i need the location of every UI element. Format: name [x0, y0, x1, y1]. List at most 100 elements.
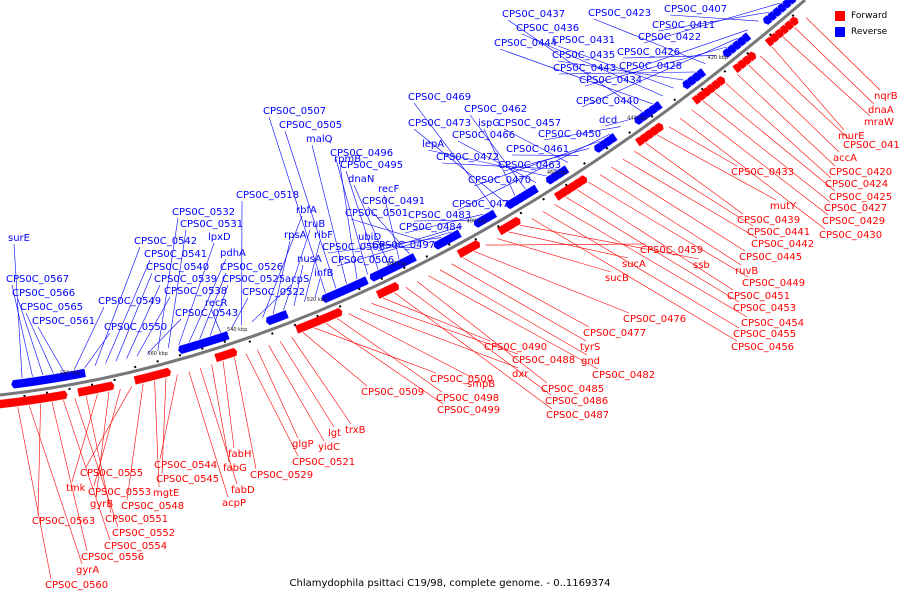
forward-gene-label: trxB [345, 425, 366, 436]
reverse-gene-label: CPS0C_0542 [134, 236, 197, 247]
leader-line [565, 196, 740, 303]
feature-marker [156, 360, 159, 363]
feature-marker [496, 224, 500, 228]
forward-gene-label: CPS0C_0417 [843, 140, 900, 151]
reverse-gene-label: CPS0C_0497 [372, 240, 435, 251]
leader-line [725, 83, 832, 179]
leader-line [439, 269, 588, 356]
forward-gene [106, 381, 115, 391]
leader-line [188, 371, 229, 498]
forward-gene-label: CPS0C_0430 [819, 230, 882, 241]
leader-line [558, 71, 695, 75]
leader-line [427, 149, 547, 177]
forward-gene-label: CPS0C_0499 [437, 405, 500, 416]
leader-line [771, 46, 845, 131]
reverse-gene-label: CPS0C_0444 [494, 38, 557, 49]
leader-line [624, 29, 748, 73]
feature-marker [201, 347, 204, 350]
forward-gene [711, 79, 721, 90]
forward-gene-label: glgP [292, 439, 314, 450]
feature-marker [113, 378, 116, 382]
reverse-gene-label: CPS0C_0508 [322, 242, 385, 253]
leader-line [611, 166, 746, 252]
leader-line [581, 38, 738, 108]
leader-line [805, 17, 881, 91]
reverse-gene-label: CPS0C_0561 [32, 316, 95, 327]
leader-line [199, 367, 238, 485]
reverse-gene [787, 0, 797, 5]
leader-line [17, 406, 52, 580]
leader-line [714, 91, 836, 192]
leader-line [283, 229, 311, 311]
leader-line [157, 217, 179, 351]
forward-gene-label: CPS0C_0476 [623, 314, 686, 325]
leader-line [657, 134, 777, 201]
leader-line [457, 133, 611, 211]
leader-line [737, 74, 836, 167]
forward-gene-label: CPS0C_0486 [545, 396, 608, 407]
feature-marker [271, 332, 274, 335]
reverse-gene-label: CPS0C_0437 [502, 9, 565, 20]
leader-line [382, 297, 491, 342]
forward-gene-label: fabG [223, 463, 247, 474]
reverse-gene [687, 75, 697, 86]
leader-line [503, 148, 590, 172]
leader-line [272, 240, 291, 315]
feature-marker [447, 243, 451, 246]
forward-gene-label: CPS0C_0445 [739, 252, 802, 263]
reverse-gene-label: CPS0C_0518 [236, 190, 299, 201]
reverse-gene-label: CPS0C_0541 [144, 249, 207, 260]
forward-gene-label: CPS0C_0424 [825, 179, 888, 190]
leader-line [51, 401, 88, 552]
leader-line [451, 263, 587, 342]
reverse-gene [782, 0, 792, 9]
forward-gene-label: mgtE [153, 488, 179, 499]
reverse-gene-label: CPS0C_0525 [222, 274, 285, 285]
forward-gene-label: CPS0C_0555 [80, 468, 143, 479]
leader-line [268, 345, 325, 442]
forward-gene-label: CPS0C_0477 [583, 328, 646, 339]
forward-gene-label: yidC [318, 442, 340, 453]
reverse-gene [639, 111, 649, 122]
feature-marker [133, 365, 137, 369]
reverse-gene [603, 136, 613, 147]
leader-line [63, 400, 111, 541]
leader-line [284, 130, 337, 289]
forward-gene-label: CPS0C_0553 [88, 487, 151, 498]
leader-line [37, 403, 41, 516]
reverse-gene [767, 11, 778, 21]
reverse-gene [529, 184, 539, 195]
reverse-gene-label: CPS0C_0440 [576, 96, 639, 107]
forward-gene [742, 55, 752, 66]
forward-gene [471, 240, 480, 250]
reverse-gene [722, 47, 732, 58]
leader-line [604, 118, 632, 127]
leader-line [17, 298, 44, 376]
leader-line [268, 116, 326, 294]
forward-gene [732, 63, 742, 74]
leader-line [126, 284, 161, 359]
leader-line [474, 251, 630, 314]
leader-line [304, 240, 321, 302]
forward-gene-label: CPS0C_0552 [112, 528, 175, 539]
reverse-gene-label: surE [8, 233, 30, 244]
forward-gene [784, 20, 794, 31]
legend-reverse-label: Reverse [851, 27, 888, 37]
leader-line [84, 332, 111, 368]
reverse-gene-label: truB [304, 219, 325, 230]
forward-gene-label: CPS0C_0453 [733, 303, 796, 314]
leader-line [94, 246, 141, 366]
reverse-gene [488, 209, 498, 220]
leader-line [11, 284, 33, 377]
reverse-gene-label: CPS0C_0434 [579, 75, 642, 86]
reverse-gene-label: pdhA [220, 248, 246, 259]
genome-backbone [0, 0, 806, 397]
forward-gene-label: tmk [66, 483, 86, 494]
leader-line [257, 349, 299, 439]
forward-gene-label: smpB [467, 379, 495, 390]
forward-gene-label: CPS0C_0563 [32, 516, 95, 527]
leader-line [543, 126, 621, 141]
reverse-gene [594, 143, 604, 153]
reverse-gene-label: CPS0C_0463 [498, 160, 561, 171]
